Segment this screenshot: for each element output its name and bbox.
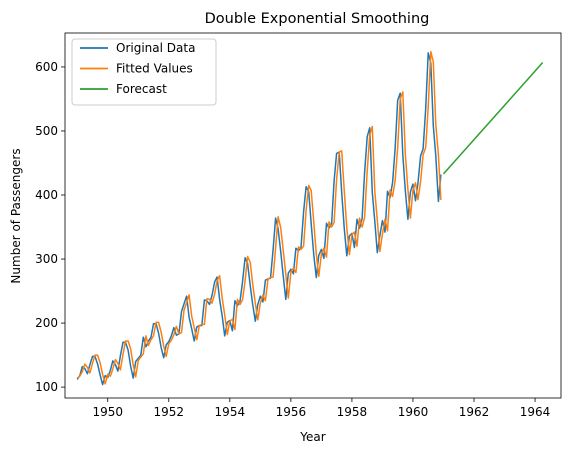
x-tick-label: 1956	[276, 405, 307, 419]
legend-label: Fitted Values	[116, 62, 193, 76]
y-tick-label: 600	[35, 60, 58, 74]
x-tick-label: 1954	[215, 405, 246, 419]
legend-label: Original Data	[116, 41, 195, 55]
series-line-original-data	[76, 52, 442, 386]
x-tick-label: 1958	[337, 405, 368, 419]
x-axis-label: Year	[299, 430, 325, 444]
x-tick-label: 1964	[520, 405, 551, 419]
y-axis: 100 200 300 400 500 600	[35, 60, 65, 394]
y-tick-label: 500	[35, 124, 58, 138]
y-tick-label: 100	[35, 380, 58, 394]
y-axis-label: Number of Passengers	[9, 148, 23, 283]
series-line-forecast	[442, 62, 544, 175]
series-line-fitted-values	[76, 50, 442, 385]
x-tick-label: 1952	[154, 405, 185, 419]
x-tick-label: 1950	[92, 405, 123, 419]
y-tick-label: 300	[35, 252, 58, 266]
y-tick-label: 200	[35, 316, 58, 330]
x-axis: 1950 1952 1954 1956 1958 1960 1962 1964	[92, 398, 550, 419]
legend-label: Forecast	[116, 82, 167, 96]
x-tick-label: 1960	[398, 405, 429, 419]
legend: Original Data Fitted Values Forecast	[71, 38, 217, 106]
series-layer	[76, 50, 544, 386]
chart-title: Double Exponential Smoothing	[205, 11, 430, 27]
y-tick-label: 400	[35, 188, 58, 202]
x-tick-label: 1962	[459, 405, 490, 419]
